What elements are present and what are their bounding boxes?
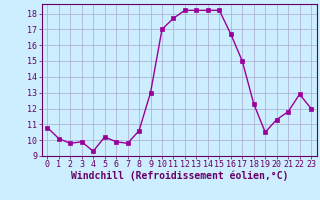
X-axis label: Windchill (Refroidissement éolien,°C): Windchill (Refroidissement éolien,°C) [70,171,288,181]
